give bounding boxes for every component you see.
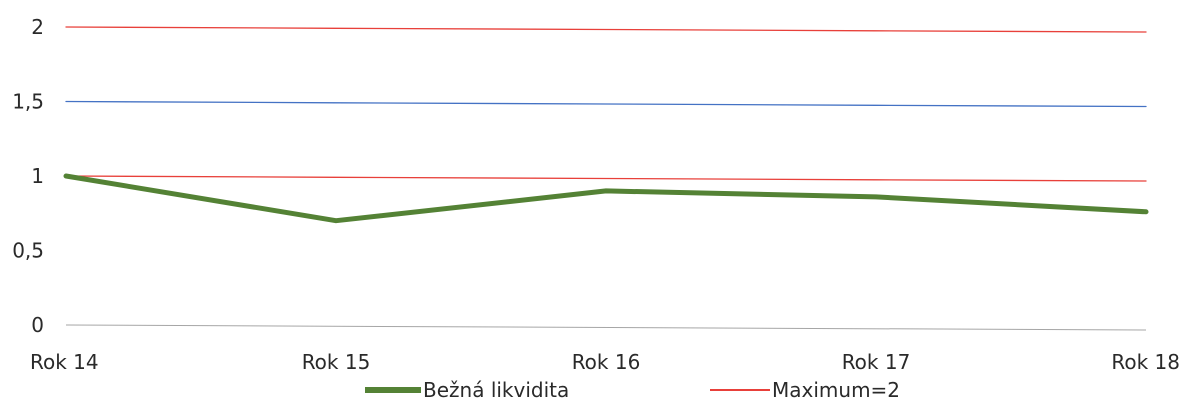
legend-label-maximum: Maximum=2 [772,378,901,402]
y-axis-labels: 0 0,5 1 1,5 2 [12,15,44,337]
x-tick-label: Rok 14 [30,350,99,374]
legend-item-maximum: Maximum=2 [710,378,900,402]
reference-line-1 [65,26,1147,33]
y-tick-label: 0 [31,313,44,337]
legend-swatch-maximum [710,389,770,391]
legend-label-bezna-likvidita: Bežná likvidita [423,378,570,402]
y-tick-label: 0,5 [12,239,44,263]
baseline-zero [65,324,1147,331]
legend: Bežná likvidita Maximum=2 [0,378,1182,402]
series-lines [63,173,1149,224]
y-tick-label: 1,5 [12,90,44,114]
x-tick-label: Rok 15 [302,350,371,374]
x-tick-label: Rok 16 [572,350,641,374]
x-axis-labels: Rok 14 Rok 15 Rok 16 Rok 17 Rok 18 [30,350,1180,374]
reference-line-3 [65,175,1147,182]
legend-item-bezna-likvidita: Bežná likvidita [365,378,569,402]
y-tick-label: 2 [31,15,44,39]
reference-lines [65,26,1147,331]
legend-swatch-bezna-likvidita [365,387,421,393]
reference-line-2 [65,100,1147,108]
x-tick-label: Rok 17 [842,350,911,374]
series-line-bezna-likvidita [63,173,1149,224]
y-tick-label: 1 [31,164,44,188]
x-tick-label: Rok 18 [1111,350,1180,374]
